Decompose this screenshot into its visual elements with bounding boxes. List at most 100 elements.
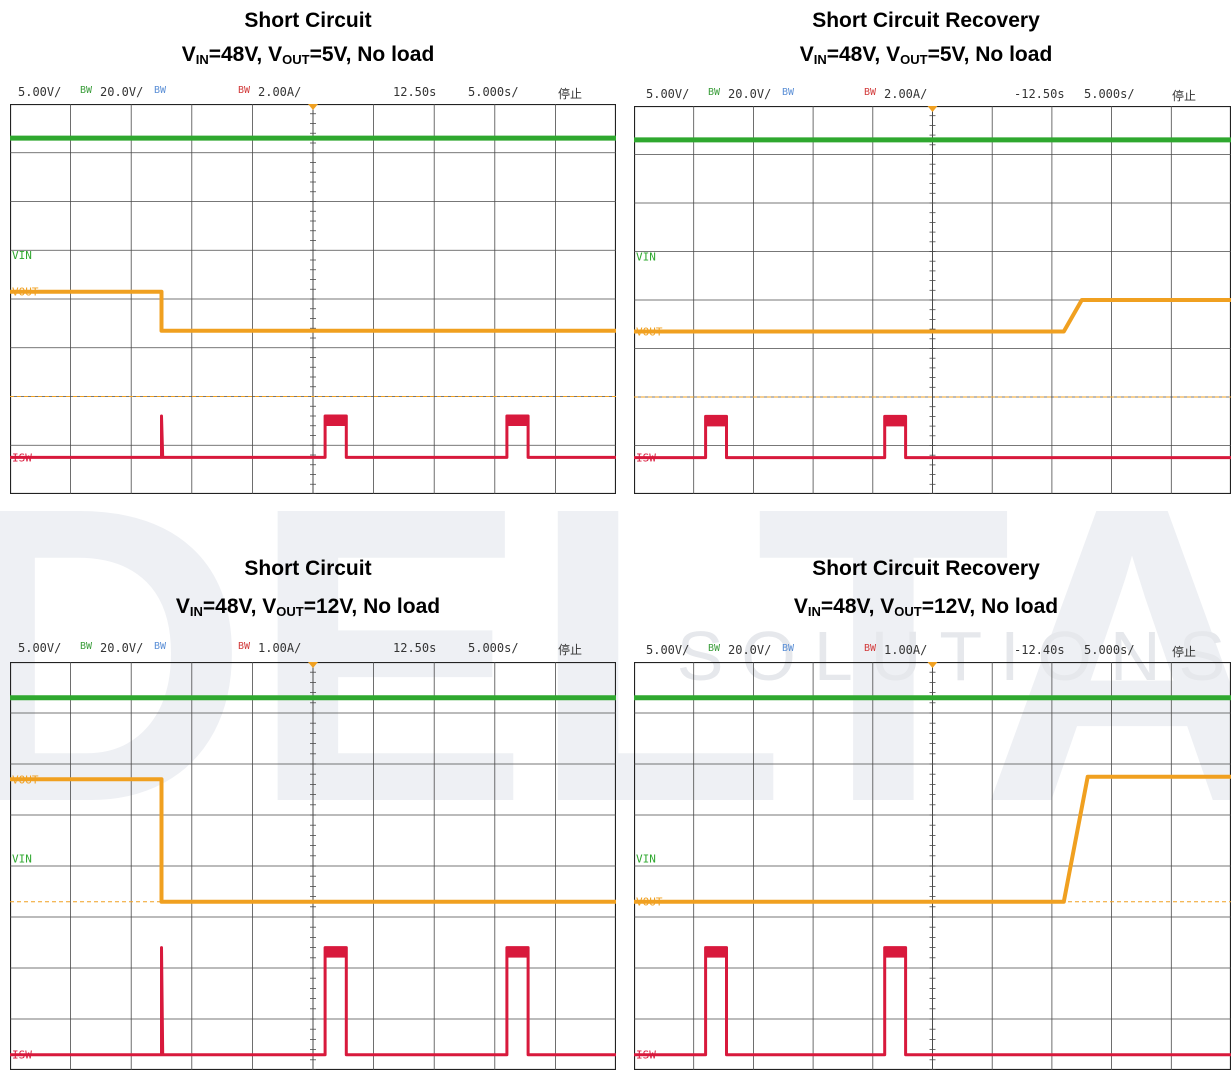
bw-badge: BW [238,641,251,652]
timebase-readout: 5.000s/ [468,85,519,99]
vout-sub: OUT [282,52,310,67]
bw-badge: BW [782,643,795,654]
marker-vin: VIN [636,852,656,865]
isw-pulse-fill [506,416,529,426]
ch2-scale: 20.0V/ [728,87,772,101]
isw-pulse-fill [884,416,906,427]
ch1-scale: 5.00V/ [18,641,62,655]
bw-badge: BW [80,85,93,96]
panel-title: Short Circuit Recovery [626,556,1226,582]
ch4-scale: 2.00A/ [884,87,928,101]
vin-label: V [799,43,814,66]
panel-recovery-5v: Short Circuit Recovery VIN=48V, VOUT=5V,… [626,0,1231,500]
scope-screen: VIN VOUT ISW [10,104,616,494]
ch1-scale: 5.00V/ [646,643,690,657]
ch4-scale: 1.00A/ [258,641,302,655]
series-vout-line [10,289,616,333]
vout-label: V [880,595,895,618]
marker-vout: VOUT [636,326,663,339]
ch2-scale: 20.0V/ [728,643,772,657]
isw-pulse-fill [325,416,347,426]
bw-badge: BW [154,85,167,96]
timebase-readout: 5.000s/ [1084,87,1135,101]
vout-sub: OUT [276,604,304,619]
delay-readout: 12.50s [393,85,437,99]
series-isw-line [634,946,1231,1057]
vin-sub: IN [195,52,209,67]
marker-vout: VOUT [12,773,39,786]
marker-vin: VIN [12,249,32,262]
bw-badge: BW [708,87,721,98]
scope-status-bar: 5.00V/ BW 20.0V/ BW BW 1.00A/ -12.40s 5.… [626,642,1226,660]
marker-isw: ISW [636,1049,656,1062]
marker-isw: ISW [636,452,656,465]
bw-badge: BW [864,643,877,654]
marker-vin: VIN [636,250,656,263]
ch2-scale: 20.0V/ [100,641,144,655]
ch1-scale: 5.00V/ [646,87,690,101]
scope-status-bar: 5.00V/ BW 20.0V/ BW BW 1.00A/ 12.50s 5.0… [8,640,608,658]
timebase-readout: 5.000s/ [468,641,519,655]
bw-badge: BW [238,85,251,96]
vout-label: V [262,595,277,618]
isw-pulse-fill [705,947,727,958]
bw-badge: BW [708,643,721,654]
isw-pulse-fill [325,947,347,958]
scope-screen: VIN VOUT ISW [634,662,1231,1070]
panel-title: Short Circuit [8,8,608,34]
ch2-scale: 20.0V/ [100,85,144,99]
trigger-marker-icon [308,104,318,110]
isw-pulse-fill [705,416,727,427]
panel-short-circuit-5v: Short Circuit VIN=48V, VOUT=5V, No load … [8,0,616,500]
panel-short-circuit-12v: Short Circuit VIN=48V, VOUT=12V, No load… [8,550,616,1070]
delay-readout: -12.40s [1014,643,1065,657]
title-line1: Short Circuit [244,557,372,580]
vin-label: V [175,595,190,618]
series-vout-line [634,298,1231,334]
vin-sub: IN [813,52,827,67]
bw-badge: BW [154,641,167,652]
scope-screen: VIN VOUT ISW [10,662,616,1070]
isw-pulse-fill [884,947,906,958]
vin-sub: IN [807,604,821,619]
series-vout-line [10,777,616,904]
vin-sub: IN [189,604,203,619]
panel-recovery-12v: Short Circuit Recovery VIN=48V, VOUT=12V… [626,550,1231,1070]
marker-vout: VOUT [636,896,663,909]
vout-sub: OUT [900,52,928,67]
vout-sub: OUT [894,604,922,619]
vout-rest: =12V, No load [921,595,1059,618]
title-line1: Short Circuit [244,9,372,32]
run-state: 停止 [1172,645,1197,659]
vin-rest: =48V, [208,43,269,66]
ch4-scale: 2.00A/ [258,85,302,99]
run-state: 停止 [558,87,583,101]
delay-readout: 12.50s [393,641,437,655]
timebase-readout: 5.000s/ [1084,643,1135,657]
ch1-scale: 5.00V/ [18,85,62,99]
title-line1: Short Circuit Recovery [812,557,1040,580]
vout-rest: =5V, No load [309,43,435,66]
run-state: 停止 [1172,89,1197,103]
vin-label: V [181,43,196,66]
run-state: 停止 [558,643,583,657]
vin-rest: =48V, [820,595,881,618]
bw-badge: BW [864,87,877,98]
panel-subtitle: VIN=48V, VOUT=12V, No load [626,594,1226,625]
panel-subtitle: VIN=48V, VOUT=5V, No load [626,42,1226,73]
series-isw-line [634,414,1231,460]
trigger-marker-icon [308,662,318,668]
vout-label: V [886,43,901,66]
vout-rest: =12V, No load [303,595,441,618]
vin-rest: =48V, [202,595,263,618]
trigger-marker-icon [927,106,938,112]
marker-isw: ISW [12,1049,32,1062]
panel-subtitle: VIN=48V, VOUT=5V, No load [8,42,608,73]
vout-rest: =5V, No load [927,43,1053,66]
ch4-scale: 1.00A/ [884,643,928,657]
series-isw-line [10,946,616,1057]
scope-screen: VIN VOUT ISW [634,106,1231,494]
bw-badge: BW [782,87,795,98]
marker-vin: VIN [12,852,32,865]
marker-isw: ISW [12,451,32,464]
